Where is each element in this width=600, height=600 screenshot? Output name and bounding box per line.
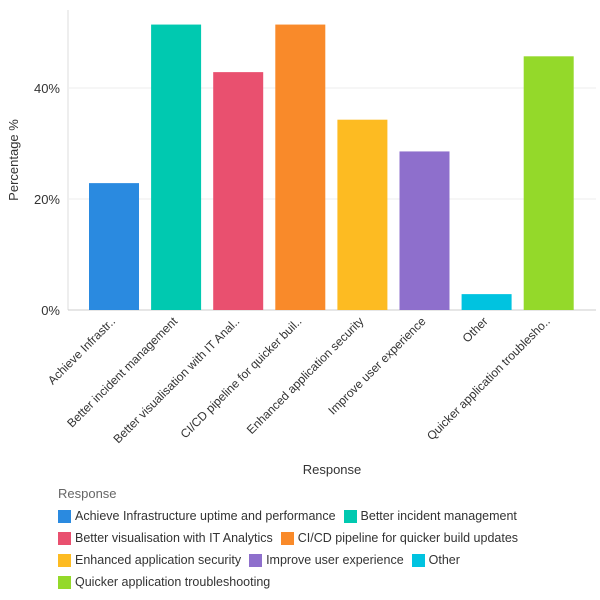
bar[interactable]: [89, 183, 139, 310]
y-tick-labels: 0% 20% 40%: [34, 81, 60, 318]
bar[interactable]: [461, 294, 512, 310]
legend-label: Enhanced application security: [75, 553, 242, 567]
legend-item[interactable]: Quicker application troubleshooting: [58, 575, 270, 589]
legend-swatch: [58, 575, 71, 589]
legend-swatch: [411, 553, 425, 567]
bar[interactable]: [399, 151, 450, 310]
legend-label: Improve user experience: [266, 553, 404, 567]
legend-label: Quicker application troubleshooting: [75, 575, 271, 589]
legend-row: Achieve Infrastructure uptime and perfor…: [58, 505, 518, 527]
legend-item[interactable]: Enhanced application security: [58, 553, 241, 567]
legend-label: Achieve Infrastructure uptime and perfor…: [75, 509, 336, 523]
legend-item[interactable]: Better incident management: [343, 509, 517, 523]
legend-label: Better visualisation with IT Analytics: [75, 531, 273, 545]
bar[interactable]: [337, 119, 388, 311]
bar-chart: 0% 20% 40% Achieve Infrastr..Better incide…: [6, 10, 596, 477]
legend-title: Response: [58, 486, 117, 501]
x-axis-label: Response: [303, 462, 362, 477]
legend-label: CI/CD pipeline for quicker build updates: [297, 531, 519, 545]
legend-swatch: [280, 531, 294, 545]
legend-item[interactable]: Improve user experience: [249, 553, 404, 567]
y-axis-label: Percentage %: [6, 119, 21, 201]
legend-row: Quicker application troubleshooting: [58, 571, 518, 593]
bar[interactable]: [275, 24, 326, 310]
legend-swatch: [249, 553, 263, 567]
y-tick-label: 40%: [34, 81, 60, 96]
legend-swatch: [58, 553, 71, 567]
x-tick-labels: Achieve Infrastr..Better incident manage…: [45, 314, 553, 446]
legend-item[interactable]: Other: [411, 553, 460, 567]
x-tick-label: Better incident management: [64, 314, 180, 430]
x-tick-label: CI/CD pipeline for quicker buil..: [178, 314, 305, 441]
legend-item[interactable]: Better visualisation with IT Analytics: [58, 531, 273, 545]
legend-swatch: [58, 531, 71, 545]
legend: Response Achieve Infrastructure uptime a…: [58, 486, 518, 593]
legend-row: Enhanced application security Improve use…: [58, 549, 518, 571]
legend-swatch: [58, 509, 71, 523]
bar[interactable]: [151, 24, 202, 310]
bar[interactable]: [523, 56, 574, 310]
gridlines: [67, 10, 596, 311]
x-tick-label: Better visualisation with IT Anal..: [110, 314, 242, 446]
legend-row: Better visualisation with IT Analytics CI…: [58, 527, 518, 549]
bars: [89, 24, 574, 311]
legend-label: Better incident management: [360, 509, 517, 523]
x-tick-label: Quicker application troublesho..: [424, 314, 553, 443]
legend-label: Other: [428, 553, 460, 567]
x-tick-label: Enhanced application security: [244, 314, 367, 437]
legend-item[interactable]: CI/CD pipeline for quicker build updates: [280, 531, 519, 545]
x-tick-label: Other: [460, 314, 491, 345]
y-tick-label: 20%: [34, 192, 60, 207]
legend-item[interactable]: Achieve Infrastructure uptime and perfor…: [58, 509, 336, 523]
y-tick-label: 0%: [41, 303, 60, 318]
bar[interactable]: [213, 72, 264, 310]
legend-swatch: [343, 509, 357, 523]
